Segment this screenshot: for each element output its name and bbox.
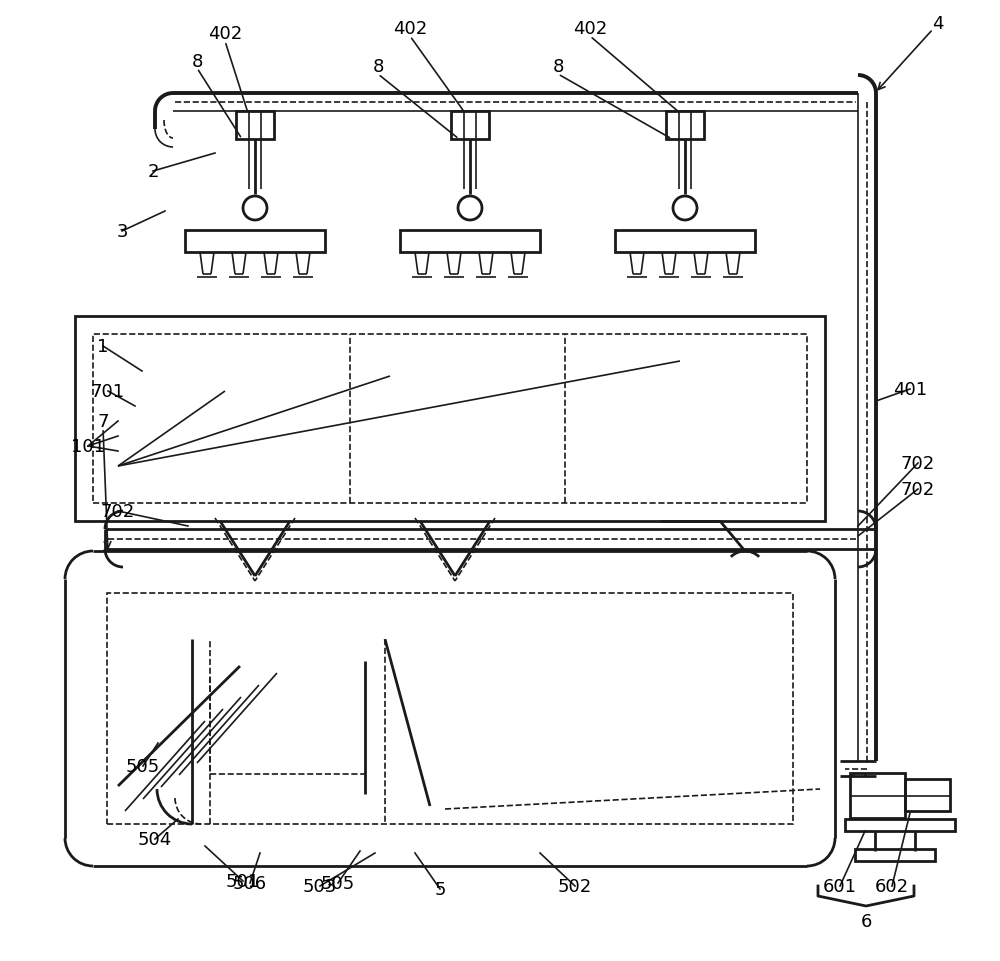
Text: 7: 7 — [97, 412, 109, 431]
Text: 402: 402 — [393, 20, 427, 38]
Bar — [850, 774, 905, 818]
Bar — [905, 779, 950, 811]
Text: 101: 101 — [71, 437, 105, 456]
Text: 402: 402 — [208, 25, 242, 43]
Text: 401: 401 — [893, 381, 927, 399]
Text: 4: 4 — [932, 15, 944, 33]
Text: 8: 8 — [552, 58, 564, 76]
Bar — [666, 111, 704, 140]
Text: 1: 1 — [97, 337, 109, 356]
Bar — [107, 593, 793, 825]
Text: 5: 5 — [434, 880, 446, 899]
Text: 6: 6 — [860, 912, 872, 930]
Bar — [185, 231, 325, 253]
Bar — [451, 111, 489, 140]
Text: 8: 8 — [372, 58, 384, 76]
Text: 702: 702 — [901, 455, 935, 473]
Bar — [855, 850, 935, 861]
Bar — [400, 231, 540, 253]
Text: 602: 602 — [875, 877, 909, 895]
Text: 2: 2 — [147, 162, 159, 181]
Text: 701: 701 — [91, 382, 125, 401]
Bar — [75, 317, 825, 522]
Text: 504: 504 — [138, 830, 172, 849]
Text: 8: 8 — [191, 53, 203, 71]
Text: 601: 601 — [823, 877, 857, 895]
Text: 505: 505 — [321, 875, 355, 892]
Text: 503: 503 — [303, 877, 337, 895]
Text: 402: 402 — [573, 20, 607, 38]
Text: 502: 502 — [558, 877, 592, 895]
Bar — [93, 334, 807, 504]
Bar — [615, 231, 755, 253]
Bar — [845, 819, 955, 831]
Text: 3: 3 — [116, 223, 128, 241]
Text: 505: 505 — [126, 757, 160, 776]
Text: 702: 702 — [901, 480, 935, 499]
Text: 702: 702 — [101, 503, 135, 521]
Text: 506: 506 — [233, 875, 267, 892]
Bar — [236, 111, 274, 140]
Text: 501: 501 — [226, 872, 260, 890]
